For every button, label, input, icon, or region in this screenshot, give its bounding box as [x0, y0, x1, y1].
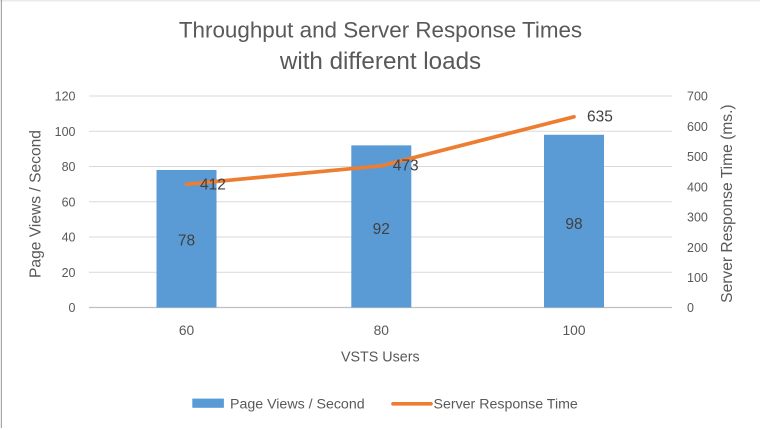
svg-text:80: 80	[62, 160, 76, 174]
svg-text:120: 120	[55, 90, 76, 104]
svg-text:92: 92	[373, 221, 390, 238]
svg-text:Page Views / Second: Page Views / Second	[230, 396, 365, 412]
svg-text:Server Response Time: Server Response Time	[434, 396, 578, 412]
svg-text:473: 473	[393, 158, 419, 175]
svg-text:400: 400	[687, 180, 708, 194]
svg-text:100: 100	[562, 323, 585, 338]
svg-text:20: 20	[62, 266, 76, 280]
svg-text:700: 700	[687, 90, 708, 104]
svg-text:60: 60	[62, 195, 76, 209]
svg-text:60: 60	[179, 323, 195, 338]
svg-text:80: 80	[374, 323, 390, 338]
svg-text:Server Response Time (ms.): Server Response Time (ms.)	[719, 104, 736, 302]
svg-text:300: 300	[687, 211, 708, 225]
svg-text:Throughput and Server Response: Throughput and Server Response Times	[179, 18, 582, 43]
svg-text:635: 635	[587, 109, 613, 126]
svg-text:with different loads: with different loads	[279, 48, 481, 75]
svg-text:98: 98	[565, 216, 582, 233]
svg-text:100: 100	[687, 271, 708, 285]
svg-text:200: 200	[687, 241, 708, 255]
svg-text:500: 500	[687, 150, 708, 164]
svg-text:0: 0	[69, 301, 76, 315]
svg-text:78: 78	[178, 232, 195, 249]
svg-text:Page Views / Second: Page Views / Second	[27, 130, 44, 278]
svg-text:VSTS Users: VSTS Users	[341, 350, 420, 366]
svg-text:412: 412	[200, 176, 226, 193]
svg-text:0: 0	[687, 301, 694, 315]
svg-text:600: 600	[687, 120, 708, 134]
svg-text:40: 40	[62, 231, 76, 245]
svg-text:100: 100	[55, 125, 76, 139]
